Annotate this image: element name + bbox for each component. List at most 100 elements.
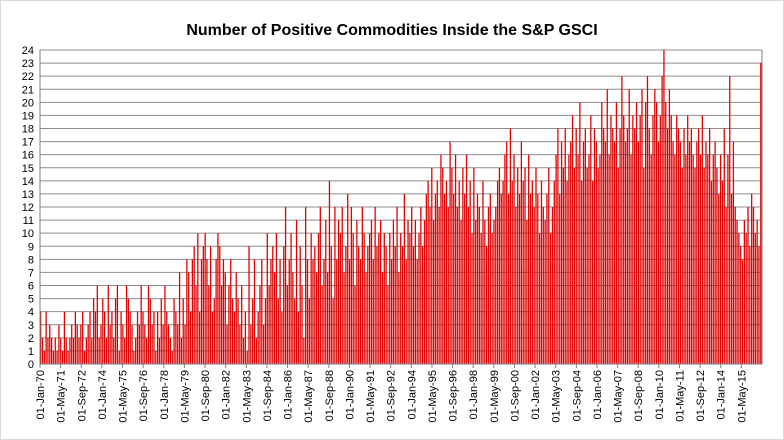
bar [557,128,559,364]
bar [189,311,192,364]
bar [504,154,506,364]
bar [643,167,645,364]
bar [292,272,294,364]
bar [343,272,345,364]
bar [617,167,619,364]
bar [142,311,144,364]
bar [147,285,150,364]
bar [666,128,669,364]
bar [736,220,738,364]
bar [120,311,122,364]
bar [712,154,714,364]
bar [305,207,307,364]
bar [411,207,413,364]
bar [114,298,117,364]
bar [83,350,86,364]
bar [122,324,124,364]
bar [703,167,705,364]
bar [175,311,177,364]
bar [592,180,594,364]
bar [602,128,605,364]
bar [96,285,98,364]
bar [211,311,214,364]
bar [303,337,305,364]
x-tick-label: 01-Jan-98 [468,370,480,420]
bar [381,272,384,364]
bar [619,128,621,364]
bar [334,207,336,364]
bar [91,337,93,364]
bar [332,298,334,364]
bar [692,154,694,364]
bar [297,311,300,364]
y-tick-label: 12 [22,202,34,214]
bar [220,285,223,364]
bar [385,246,387,364]
bar [729,76,731,365]
bar [374,207,376,364]
bar [714,141,716,364]
bar [383,233,385,364]
bar [401,246,404,364]
bar [317,233,320,364]
bar [195,285,197,364]
y-tick-label: 9 [28,241,34,253]
bar [41,337,44,364]
x-tick-label: 01-Jan-06 [592,370,604,420]
bar [710,180,713,364]
bar [272,246,274,364]
bar [173,298,175,364]
bar [634,128,636,364]
bar [582,141,585,364]
bar [127,298,130,364]
bar [491,233,493,364]
bar-series [40,50,762,365]
x-tick-label: 01-May-99 [489,370,501,423]
bar [255,337,257,364]
bar [396,207,398,364]
bar [67,350,69,364]
bar [412,246,415,364]
x-tick-label: 01-Jan-70 [35,370,47,420]
bar [224,272,226,364]
bar [100,324,102,364]
bar [348,259,351,364]
bar [323,259,325,364]
bar [608,154,610,364]
bar [604,141,607,364]
y-tick-label: 20 [22,97,34,109]
bar [741,259,744,364]
bar [405,259,407,364]
bar [478,207,480,364]
bar [584,128,586,364]
bar [144,324,146,364]
bar [434,193,437,364]
bar [431,167,433,364]
bar [601,102,603,364]
bar [650,154,652,364]
bar [45,311,47,364]
bar [314,246,316,364]
bar [54,337,56,364]
bar [661,76,663,365]
bar [570,141,572,364]
bar [376,246,378,364]
bar [308,298,310,364]
x-tick-label: 01-Jan-94 [406,370,418,420]
bar [40,311,42,364]
y-tick-label: 5 [28,294,34,306]
bar [162,324,164,364]
bar [60,337,62,364]
bar [721,180,724,364]
bar [76,324,78,364]
bar [549,233,552,364]
bar [160,298,162,364]
bar [378,233,380,364]
bar [657,141,660,364]
y-tick-label: 15 [22,163,34,175]
bar [105,337,108,364]
bar [456,207,459,364]
bar [734,207,736,364]
bar [701,115,703,364]
